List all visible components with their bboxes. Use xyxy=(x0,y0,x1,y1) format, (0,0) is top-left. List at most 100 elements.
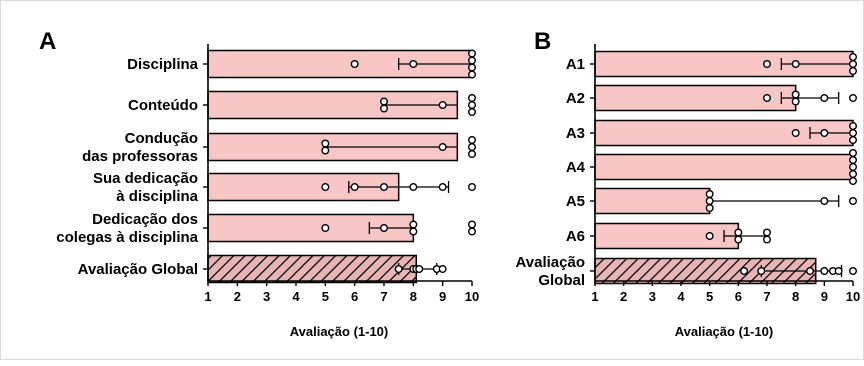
data-point-b-1-2 xyxy=(791,97,800,106)
data-point-a-1-2 xyxy=(438,100,447,109)
category-label-b-3-0: A4 xyxy=(566,159,586,176)
data-point-b-0-1 xyxy=(791,60,800,69)
x-tick-label-a-4: 5 xyxy=(322,289,329,304)
data-point-a-0-4 xyxy=(468,63,477,72)
x-tick-label-b-7: 8 xyxy=(792,289,799,304)
category-label-a-2-1: das professoras xyxy=(82,148,198,165)
data-point-a-0-1 xyxy=(409,60,418,69)
x-tick-label-a-5: 6 xyxy=(351,289,358,304)
data-point-b-0-3 xyxy=(849,60,858,69)
x-tick-label-b-8: 9 xyxy=(821,289,828,304)
data-point-b-6-6 xyxy=(849,267,858,276)
data-point-a-1-0 xyxy=(380,97,389,106)
data-point-a-1-5 xyxy=(468,107,477,116)
data-point-a-4-0 xyxy=(321,223,330,232)
x-axis-title-b: Avaliação (1-10) xyxy=(675,324,774,339)
category-label-a-4-0: Dedicação dos xyxy=(92,211,198,228)
x-tick-label-a-0: 1 xyxy=(204,289,211,304)
data-point-a-2-3 xyxy=(468,135,477,144)
data-point-a-2-2 xyxy=(438,142,447,151)
data-point-a-3-1 xyxy=(350,182,359,191)
x-tick-label-b-4: 5 xyxy=(706,289,713,304)
data-point-b-3-1 xyxy=(849,155,858,164)
x-tick-label-a-7: 8 xyxy=(410,289,417,304)
x-tick-label-b-2: 3 xyxy=(649,289,656,304)
data-point-b-2-4 xyxy=(849,135,858,144)
data-point-a-5-5 xyxy=(438,265,447,274)
bar-b-4 xyxy=(594,187,711,215)
data-point-a-3-0 xyxy=(321,182,330,191)
data-point-a-5-0 xyxy=(394,265,403,274)
category-label-b-4-0: A5 xyxy=(566,193,585,210)
data-point-b-2-0 xyxy=(791,128,800,137)
data-point-b-3-3 xyxy=(849,169,858,178)
x-tick-label-b-5: 6 xyxy=(735,289,742,304)
data-point-b-4-1 xyxy=(705,196,714,205)
data-point-b-5-1 xyxy=(734,228,743,237)
bar-b-5 xyxy=(594,222,740,250)
data-point-a-3-4 xyxy=(438,182,447,191)
data-point-b-1-0 xyxy=(763,93,772,102)
data-point-b-1-4 xyxy=(849,93,858,102)
category-label-a-4-1: colegas à disciplina xyxy=(56,229,198,246)
category-label-b-6-1: Global xyxy=(538,272,585,289)
data-point-a-3-2 xyxy=(380,182,389,191)
category-label-a-0-0: Disciplina xyxy=(127,56,199,73)
data-point-a-2-1 xyxy=(321,146,330,155)
data-point-b-6-0 xyxy=(740,267,749,276)
data-point-b-6-2 xyxy=(806,267,815,276)
data-point-b-5-0 xyxy=(705,231,714,240)
x-tick-label-a-8: 9 xyxy=(439,289,446,304)
data-point-a-4-5 xyxy=(468,227,477,236)
data-point-b-3-2 xyxy=(849,162,858,171)
x-tick-label-a-2: 3 xyxy=(263,289,270,304)
x-axis-title-a: Avaliação (1-10) xyxy=(290,324,389,339)
category-label-b-5-0: A6 xyxy=(566,228,585,245)
category-label-b-2-0: A3 xyxy=(566,125,585,142)
data-point-b-4-3 xyxy=(820,196,829,205)
data-point-a-2-5 xyxy=(468,149,477,158)
data-point-a-0-2 xyxy=(468,49,477,58)
category-label-a-3-1: à disciplina xyxy=(116,188,198,205)
data-point-b-0-0 xyxy=(763,60,772,69)
data-point-b-5-3 xyxy=(763,228,772,237)
data-point-a-0-5 xyxy=(468,70,477,79)
category-label-a-1-0: Conteúdo xyxy=(128,97,198,114)
x-tick-label-a-3: 4 xyxy=(292,289,300,304)
data-point-b-3-4 xyxy=(849,176,858,185)
data-point-b-6-3 xyxy=(820,267,829,276)
data-point-a-1-1 xyxy=(380,104,389,113)
category-label-b-1-0: A2 xyxy=(566,90,585,107)
data-point-b-1-1 xyxy=(791,90,800,99)
data-point-a-4-1 xyxy=(380,223,389,232)
data-point-a-4-3 xyxy=(409,227,418,236)
x-tick-label-b-6: 7 xyxy=(763,289,770,304)
data-point-a-0-3 xyxy=(468,56,477,65)
category-label-b-0-0: A1 xyxy=(566,56,585,73)
data-point-a-3-3 xyxy=(409,182,418,191)
x-tick-label-b-0: 1 xyxy=(591,289,598,304)
panel-letter-a: A xyxy=(39,28,56,55)
data-point-b-0-4 xyxy=(849,66,858,75)
data-point-a-3-5 xyxy=(468,182,477,191)
data-point-b-4-2 xyxy=(705,203,714,212)
data-point-b-1-3 xyxy=(820,93,829,102)
x-tick-label-b-3: 4 xyxy=(677,289,685,304)
data-point-a-4-4 xyxy=(468,220,477,229)
data-point-b-6-1 xyxy=(757,267,766,276)
x-tick-label-b-9: 10 xyxy=(846,289,860,304)
data-point-b-4-4 xyxy=(849,196,858,205)
data-point-b-2-3 xyxy=(849,128,858,137)
data-point-b-3-0 xyxy=(849,148,858,157)
data-point-b-6-5 xyxy=(834,267,843,276)
x-tick-label-a-9: 10 xyxy=(465,289,479,304)
data-point-b-2-1 xyxy=(820,128,829,137)
category-label-a-2-0: Condução xyxy=(125,130,198,147)
data-point-a-4-2 xyxy=(409,220,418,229)
x-tick-label-a-6: 7 xyxy=(380,289,387,304)
category-label-b-6-0: Avaliação xyxy=(516,254,586,271)
bar-a-5 xyxy=(207,254,418,284)
category-label-a-3-0: Sua dedicação xyxy=(93,170,198,187)
